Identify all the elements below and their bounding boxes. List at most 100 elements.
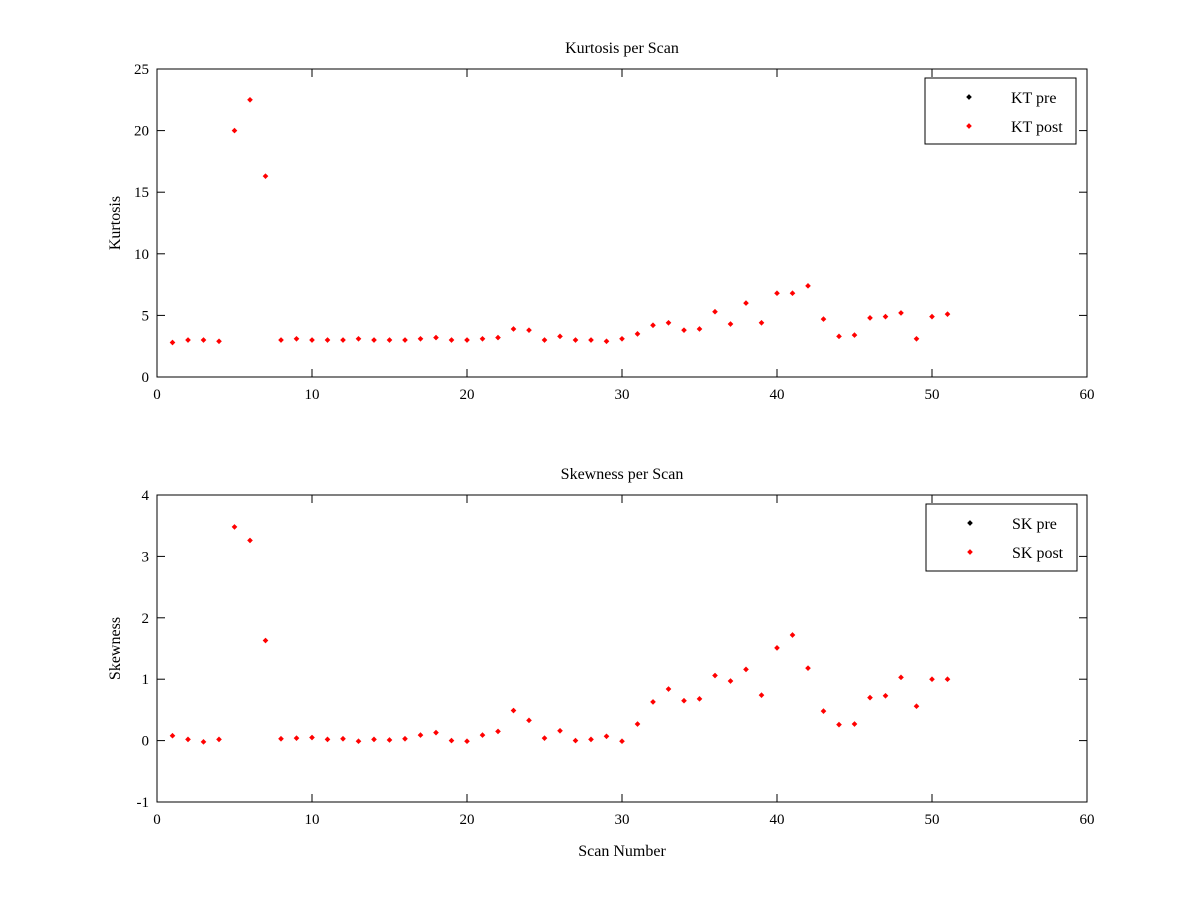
data-point [681,697,687,704]
data-point [417,732,424,738]
data-point [727,321,734,327]
data-point [433,334,439,341]
data-point [913,335,920,342]
y-tick-label: 15 [134,185,149,201]
data-point [572,337,579,343]
data-point [340,337,346,343]
data-point [324,337,331,343]
legend-label: KT pre [1011,90,1056,107]
data-point [619,738,625,745]
data-point [309,734,315,741]
data-point [650,322,656,329]
x-tick-label: 40 [770,812,785,828]
data-point [448,737,455,744]
data-point [541,337,548,343]
data-point [603,733,610,740]
x-tick-label: 10 [305,387,320,403]
legend-box [925,503,1078,572]
data-point [789,632,796,638]
data-point [898,310,904,316]
x-tick-label: 10 [305,812,320,828]
data-point [727,678,734,684]
data-point [324,736,331,743]
data-point [619,335,625,342]
data-point [231,127,238,134]
data-point [774,290,780,297]
data-point [867,315,873,321]
data-point [526,717,532,724]
data-point [572,737,579,744]
data-point [293,335,300,342]
x-tick-label: 60 [1080,812,1095,828]
data-point [836,333,842,340]
data-point [510,326,517,332]
data-point [913,703,920,710]
data-point [805,665,811,671]
data-point [820,708,827,714]
legend: SK pre SK post [925,503,1078,572]
y-tick-label: 10 [134,247,149,263]
y-tick-label: 25 [134,62,149,78]
data-point [743,666,749,673]
x-tick-label: 40 [770,387,785,403]
data-point [200,337,207,343]
y-axis-label: Skewness [107,617,124,680]
data-point [882,692,889,699]
data-point [464,738,470,745]
data-point [882,313,889,320]
legend-box [924,77,1077,145]
data-point [758,692,765,698]
x-tick-label: 30 [615,387,630,403]
data-point [479,732,486,738]
data-point [557,333,563,340]
x-tick-label: 60 [1080,387,1095,403]
data-point [402,735,408,742]
data-point [526,327,532,334]
data-point [665,319,672,326]
x-tick-label: 0 [153,812,161,828]
chart-title: Kurtosis per Scan [565,40,679,57]
data-point [510,707,517,714]
data-point [169,339,176,346]
data-point [278,337,284,343]
data-point [898,674,904,681]
data-point [278,735,284,742]
data-point [867,694,873,701]
data-point [743,300,749,306]
data-point [541,735,548,741]
x-tick-label: 50 [925,812,940,828]
y-tick-label: -1 [137,795,150,811]
x-tick-label: 30 [615,812,630,828]
data-point [929,676,935,683]
y-tick-label: 4 [142,488,150,504]
data-point [371,337,377,343]
data-point [247,537,253,544]
data-point [495,334,501,341]
data-point [262,173,269,180]
y-tick-label: 5 [142,308,150,324]
data-point [417,335,424,342]
x-tick-label: 20 [460,812,475,828]
legend-marker [967,549,973,555]
data-point [774,645,780,651]
data-point [216,338,222,345]
kurtosis-plot: 0 10 20 30 40 50 60 0 5 10 15 20 25 Kurtosis per Scan… [107,40,1095,403]
data-point [758,319,765,326]
data-point [386,737,393,743]
data-point [355,335,362,342]
data-point [557,727,563,734]
data-point [836,721,842,728]
y-tick-label: 0 [142,734,150,750]
data-point [355,738,362,745]
data-point [789,290,796,297]
data-point [634,721,641,727]
x-tick-label: 50 [925,387,940,403]
data-point [386,337,393,343]
data-point [309,337,315,343]
y-tick-label: 0 [142,370,150,386]
data-point [603,338,610,345]
legend-label: SK post [1012,545,1064,562]
y-tick-label: 3 [142,549,150,565]
